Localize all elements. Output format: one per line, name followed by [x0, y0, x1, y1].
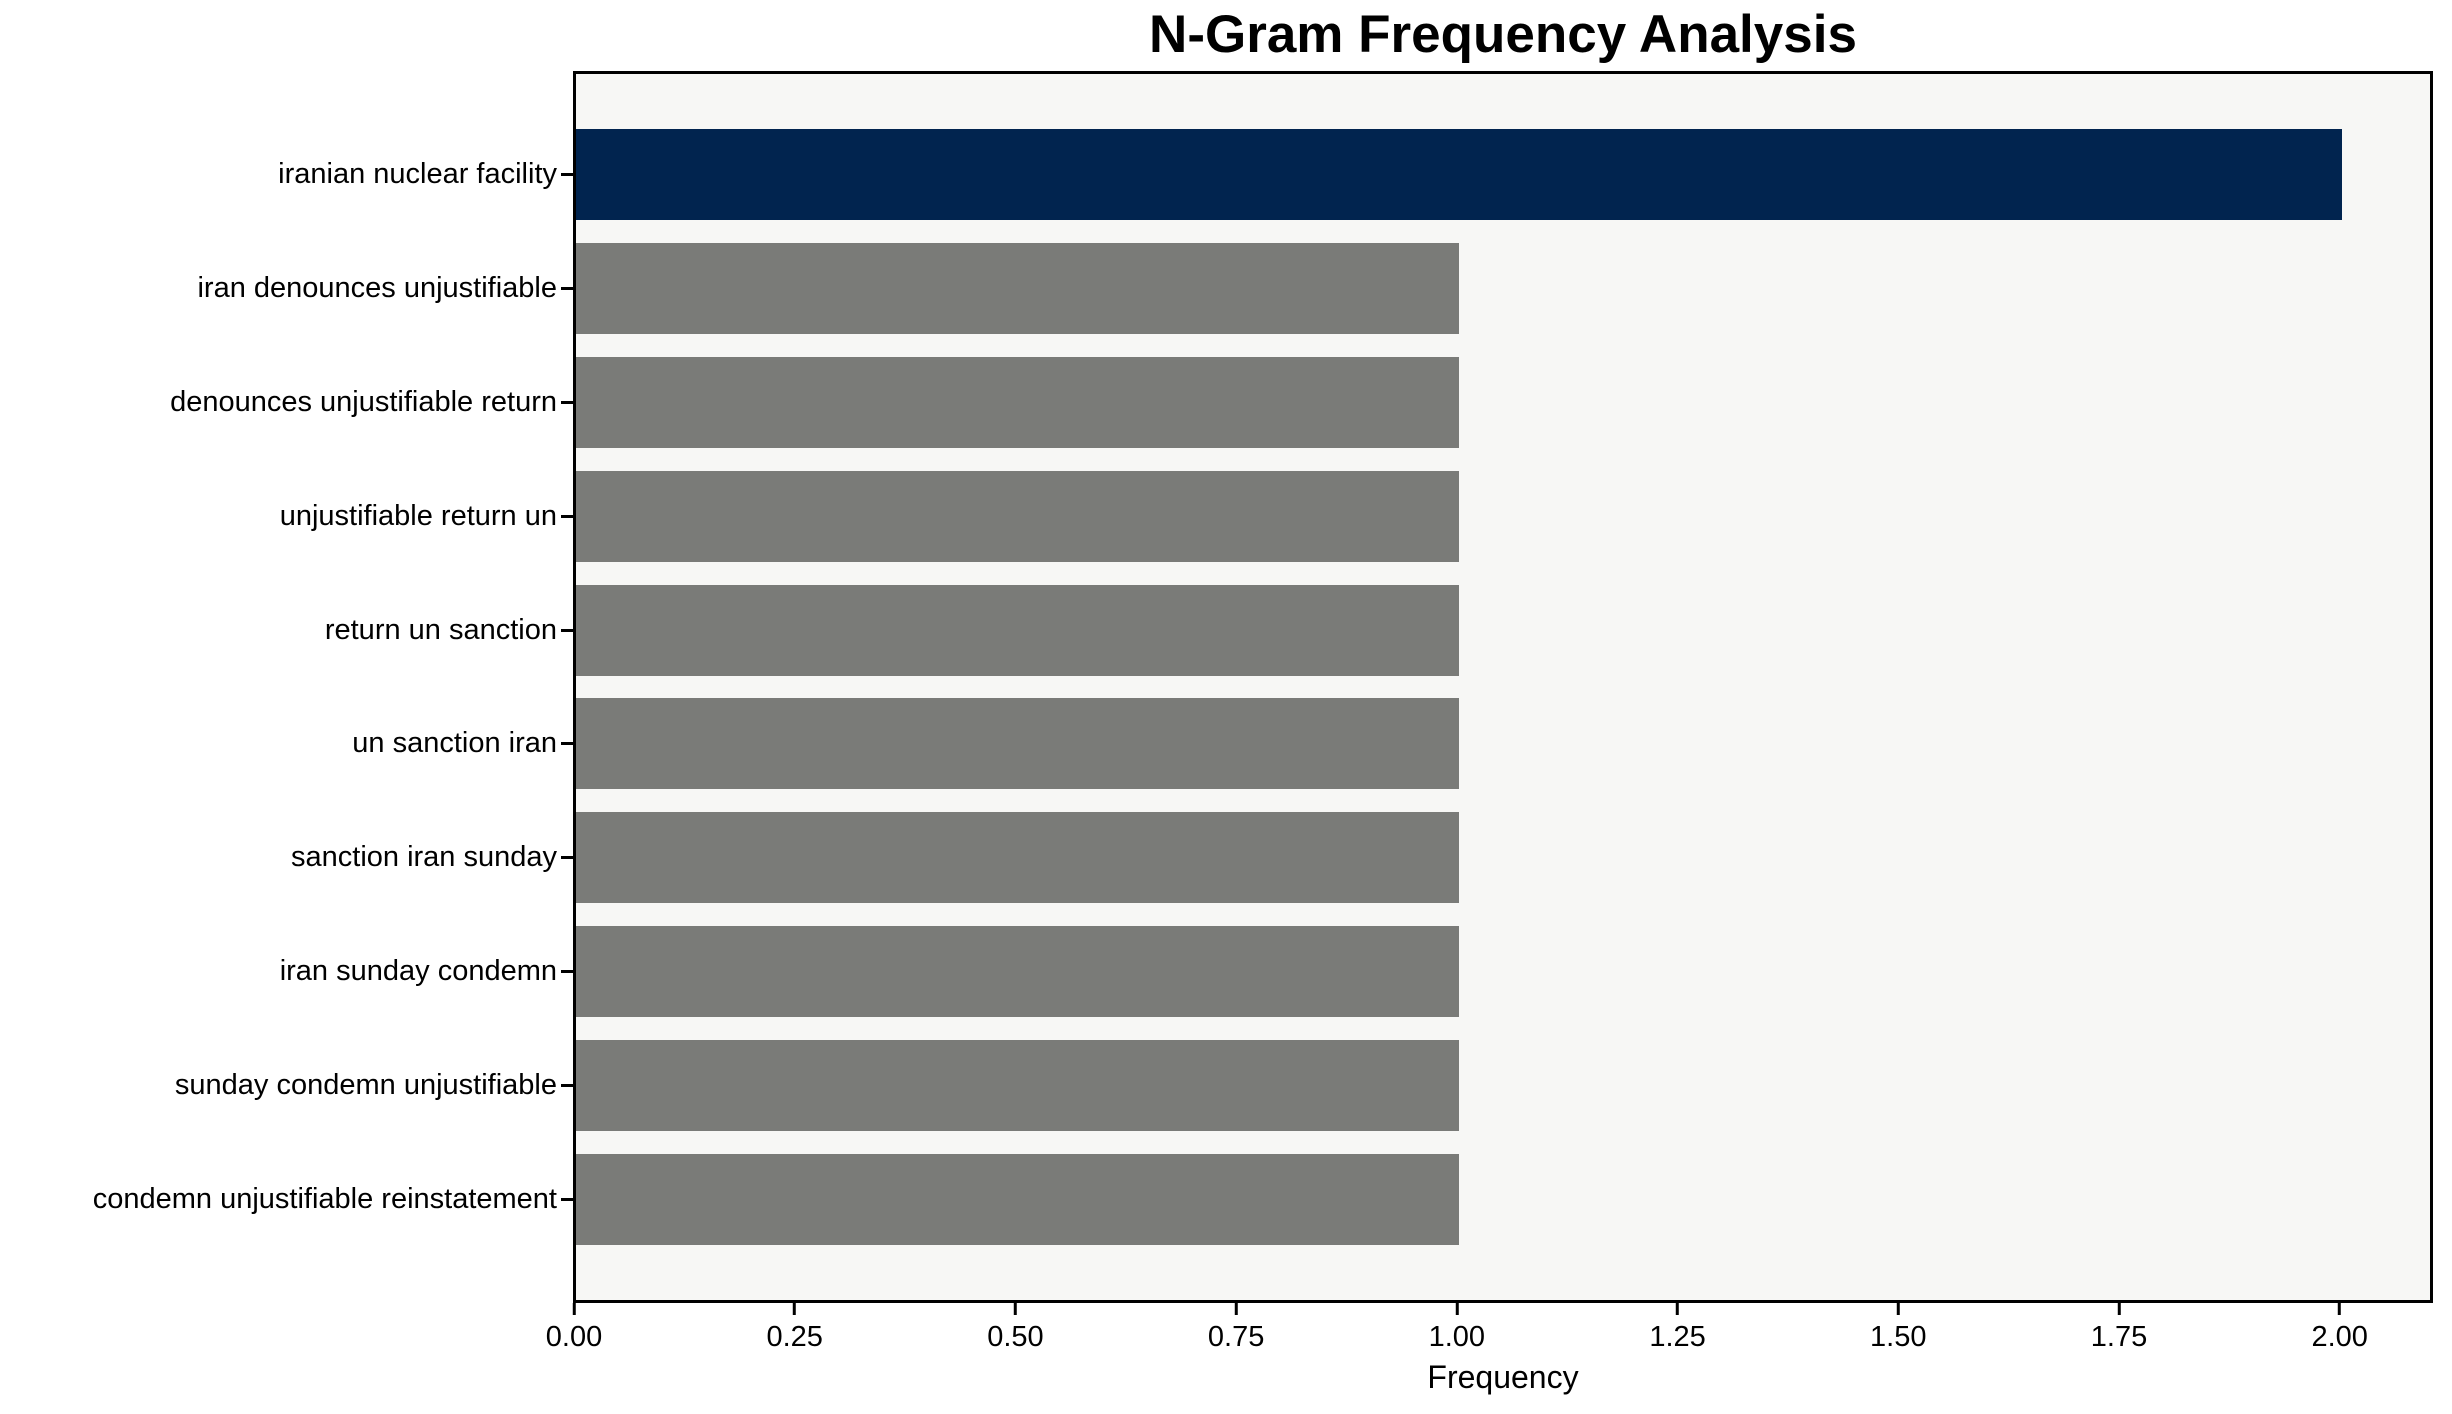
bar-row: iranian nuclear facility	[0, 118, 2452, 232]
x-tick-label: 0.25	[766, 1321, 823, 1353]
x-tick-mark	[2117, 1303, 2121, 1315]
bar-row: return un sanction	[0, 573, 2452, 687]
bar-zone	[573, 687, 2430, 801]
bar-row: denounces unjustifiable return	[0, 346, 2452, 460]
x-tick-mark	[2338, 1303, 2342, 1315]
x-tick: 1.50	[1870, 1303, 1927, 1353]
y-tick-mark	[561, 400, 573, 404]
bar-zone	[573, 915, 2430, 1029]
x-tick-label: 1.50	[1870, 1321, 1927, 1353]
y-tick-mark	[561, 287, 573, 291]
y-tick-label: un sanction iran	[352, 727, 557, 760]
x-tick-mark	[793, 1303, 797, 1315]
x-tick-label: 0.00	[545, 1321, 603, 1353]
bar-row: condemn unjustifiable reinstatement	[0, 1142, 2452, 1256]
x-tick: 2.00	[2311, 1303, 2368, 1353]
bar-row: iran denounces unjustifiable	[0, 232, 2452, 346]
x-tick-label: 1.75	[2090, 1321, 2148, 1353]
bar-row: un sanction iran	[0, 687, 2452, 801]
x-tick-mark	[572, 1303, 576, 1315]
y-tick-mark	[561, 1197, 573, 1201]
y-tick-mark	[561, 742, 573, 746]
x-tick-mark	[1013, 1303, 1017, 1315]
y-tick-label: sunday condemn unjustifiable	[174, 1068, 557, 1101]
bar-zone	[573, 346, 2430, 460]
x-tick: 1.00	[1429, 1303, 1485, 1352]
y-tick-mark	[561, 173, 573, 177]
bar-zone	[573, 459, 2430, 573]
x-tick: 0.00	[546, 1303, 602, 1352]
bar	[576, 470, 1459, 562]
y-tick-label: iran denounces unjustifiable	[197, 272, 557, 305]
bar-row: sanction iran sunday	[0, 801, 2452, 915]
bar-zone	[573, 232, 2430, 346]
y-tick-mark	[561, 1083, 573, 1087]
y-tick-label: unjustifiable return un	[279, 499, 557, 532]
bar-zone	[573, 801, 2430, 915]
x-tick-label: 0.50	[987, 1321, 1044, 1353]
x-tick: 1.25	[1649, 1303, 1706, 1353]
bar	[576, 129, 2342, 221]
bar	[576, 925, 1459, 1017]
bar	[576, 356, 1459, 448]
bars-container: iranian nuclear facility iran denounces u…	[0, 71, 2452, 1303]
bar-zone	[573, 573, 2430, 687]
bar	[576, 1039, 1459, 1131]
x-tick: 0.25	[766, 1303, 823, 1353]
x-tick: 0.50	[987, 1303, 1044, 1353]
bar-zone	[573, 1142, 2430, 1256]
y-tick-mark	[561, 628, 573, 632]
bar-row: unjustifiable return un	[0, 459, 2452, 573]
bar-zone	[573, 118, 2430, 232]
x-tick-mark	[1455, 1303, 1459, 1315]
bar	[576, 243, 1459, 335]
y-tick-mark	[561, 856, 573, 860]
x-tick: 0.75	[1208, 1303, 1264, 1352]
x-tick-mark	[1896, 1303, 1900, 1315]
bar	[576, 812, 1459, 904]
x-tick-label: 1.00	[1428, 1321, 1486, 1353]
y-tick-label: iranian nuclear facility	[278, 158, 557, 191]
bar-zone	[573, 1028, 2430, 1142]
y-tick-mark	[561, 514, 573, 518]
x-tick-label: 1.25	[1649, 1321, 1706, 1353]
x-tick-label: 0.75	[1207, 1321, 1265, 1353]
y-tick-label: return un sanction	[324, 613, 557, 646]
x-tick-mark	[1234, 1303, 1238, 1315]
y-tick-label: sanction iran sunday	[291, 841, 557, 874]
y-tick-mark	[561, 969, 573, 973]
bar	[576, 698, 1459, 790]
bar	[576, 584, 1459, 676]
y-tick-label: condemn unjustifiable reinstatement	[92, 1182, 557, 1215]
x-tick-mark	[1676, 1303, 1680, 1315]
bar	[576, 1153, 1459, 1245]
x-tick-label: 2.00	[2311, 1321, 2368, 1353]
y-tick-label: iran sunday condemn	[279, 954, 557, 987]
x-axis-label: Frequency	[1427, 1359, 1579, 1395]
chart-title: N-Gram Frequency Analysis	[1149, 5, 1857, 64]
bar-row: iran sunday condemn	[0, 915, 2452, 1029]
x-tick: 1.75	[2091, 1303, 2147, 1352]
bar-row: sunday condemn unjustifiable	[0, 1028, 2452, 1142]
y-tick-label: denounces unjustifiable return	[170, 385, 557, 418]
